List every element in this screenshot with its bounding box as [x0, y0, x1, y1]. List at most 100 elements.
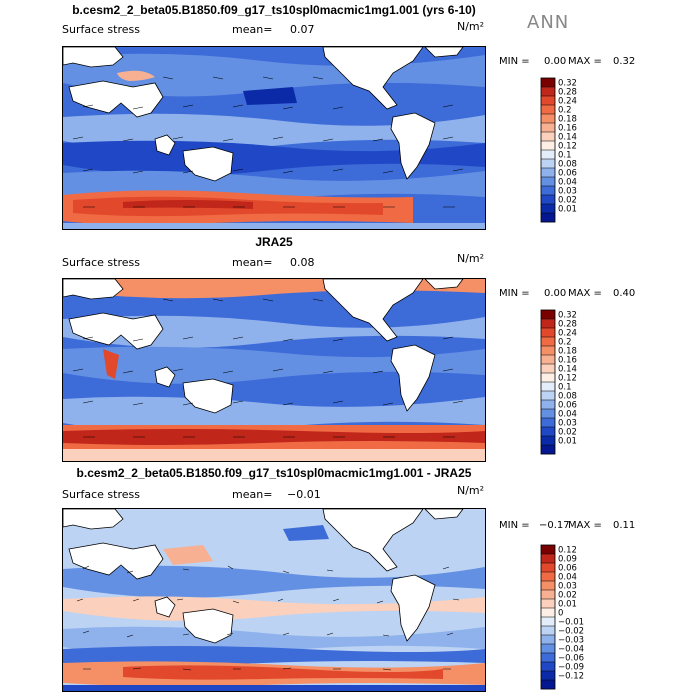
colorbar-level-label: 0.24	[558, 97, 577, 107]
colorbar-level-label: 0.06	[558, 564, 577, 574]
colorbar-swatch	[541, 391, 555, 401]
colorbar-swatch	[541, 662, 555, 672]
panel3-colorbar: 0.12 0.09 0.06 0.04 0.03 0.02 0.01 0 −0.01 −0.02−…	[540, 544, 584, 690]
colorbar-swatch	[541, 635, 555, 645]
colorbar-swatch	[541, 599, 555, 609]
colorbar-swatch	[541, 608, 555, 618]
colorbar-level-label: 0.12	[558, 374, 577, 384]
colorbar-swatch	[541, 105, 555, 115]
colorbar-level-label: 0.32	[558, 79, 577, 89]
colorbar-level-label: −0.06	[558, 654, 584, 664]
panel2-mean-label: mean=	[232, 256, 273, 269]
colorbar-swatch	[541, 563, 555, 573]
colorbar-level-label: 0.01	[558, 600, 577, 610]
panel2-field-label: Surface stress	[62, 256, 140, 269]
panel2-min-value: 0.00	[544, 288, 567, 299]
panel2-max-value: 0.40	[613, 288, 636, 299]
colorbar-swatch	[541, 177, 555, 187]
colorbar-level-label: 0.09	[558, 555, 577, 565]
colorbar-swatch	[541, 617, 555, 627]
colorbar-swatch	[541, 186, 555, 196]
colorbar-swatch	[541, 346, 555, 356]
panel1-units: N/m²	[457, 20, 485, 33]
colorbar-level-label: 0.04	[558, 573, 577, 583]
panel2-title: JRA25	[255, 235, 293, 249]
panel2-map-svg	[63, 279, 485, 461]
panel1-colorbar-svg: 0.320.280.240.20.180.160.140.120.10.080.…	[540, 77, 577, 223]
colorbar-swatch	[541, 626, 555, 636]
colorbar-level-label: 0.02	[558, 196, 577, 206]
colorbar-level-label: 0.04	[558, 410, 577, 420]
colorbar-swatch	[541, 159, 555, 169]
panel2-colorbar: 0.32 0.28 0.24 0.2 0.18 0.16 0.14 0.12 0.1 0.08 0.…	[540, 309, 577, 455]
panel3-units: N/m²	[457, 484, 485, 497]
colorbar-level-label: 0.32	[558, 311, 577, 321]
colorbar-swatch	[541, 195, 555, 205]
colorbar-swatch	[541, 680, 555, 690]
colorbar-swatch	[541, 545, 555, 555]
colorbar-level-label: 0.02	[558, 591, 577, 601]
colorbar-swatch	[541, 436, 555, 446]
colorbar-level-label: 0.28	[558, 320, 577, 330]
panel2-map	[62, 278, 486, 462]
panel1-stress-vectors	[72, 76, 464, 208]
colorbar-swatch	[541, 132, 555, 142]
colorbar-swatch	[541, 96, 555, 106]
panel1-max-label: MAX =	[568, 56, 602, 67]
colorbar-level-label: 0.28	[558, 88, 577, 98]
colorbar-level-label: 0.04	[558, 178, 577, 188]
colorbar-level-label: −0.12	[558, 672, 584, 682]
colorbar-level-label: 0.03	[558, 187, 577, 197]
colorbar-level-label: 0.12	[558, 546, 577, 556]
panel1-title: b.cesm2_2_beta05.B1850.f09_g17_ts10spl0m…	[72, 3, 476, 17]
colorbar-level-label: 0.1	[558, 383, 572, 393]
colorbar-swatch	[541, 400, 555, 410]
colorbar-swatch	[541, 572, 555, 582]
panel3-field-label: Surface stress	[62, 488, 140, 501]
colorbar-level-label: 0.1	[558, 151, 572, 161]
panel3-colorbar-svg: 0.120.090.060.040.030.020.010−0.01−0.02−…	[540, 544, 584, 690]
colorbar-swatch	[541, 581, 555, 591]
panel3-min-value: −0.17	[539, 520, 570, 531]
colorbar-level-label: 0.14	[558, 133, 577, 143]
panel1-min-label: MIN =	[499, 56, 530, 67]
panel2-stress-vectors	[72, 298, 464, 438]
colorbar-level-label: 0.14	[558, 365, 577, 375]
colorbar-swatch	[541, 141, 555, 151]
colorbar-level-label: 0.18	[558, 347, 577, 357]
panel2-units: N/m²	[457, 252, 485, 265]
colorbar-swatch	[541, 427, 555, 437]
panel1-field-label: Surface stress	[62, 23, 140, 36]
colorbar-swatch	[541, 653, 555, 663]
panel3-map-svg	[63, 509, 485, 691]
colorbar-swatch	[541, 364, 555, 374]
colorbar-swatch	[541, 445, 555, 455]
colorbar-swatch	[541, 87, 555, 97]
colorbar-swatch	[541, 644, 555, 654]
colorbar-level-label: 0	[558, 609, 563, 619]
colorbar-swatch	[541, 373, 555, 383]
colorbar-level-label: 0.08	[558, 392, 577, 402]
panel1-mean-value: 0.07	[290, 23, 315, 36]
colorbar-swatch	[541, 328, 555, 338]
colorbar-level-label: 0.2	[558, 106, 572, 116]
colorbar-level-label: 0.03	[558, 419, 577, 429]
colorbar-swatch	[541, 150, 555, 160]
colorbar-swatch	[541, 319, 555, 329]
colorbar-swatch	[541, 168, 555, 178]
season-label: ANN	[527, 12, 570, 33]
colorbar-level-label: −0.02	[558, 627, 584, 637]
colorbar-level-label: 0.06	[558, 169, 577, 179]
panel3-max-value: 0.11	[613, 520, 636, 531]
colorbar-swatch	[541, 337, 555, 347]
colorbar-level-label: 0.24	[558, 329, 577, 339]
colorbar-swatch	[541, 409, 555, 419]
colorbar-swatch	[541, 382, 555, 392]
panel3-mean-label: mean=	[232, 488, 273, 501]
panel2-min-label: MIN =	[499, 288, 530, 299]
colorbar-level-label: 0.18	[558, 115, 577, 125]
colorbar-swatch	[541, 355, 555, 365]
colorbar-level-label: 0.01	[558, 437, 577, 447]
colorbar-swatch	[541, 418, 555, 428]
colorbar-level-label: −0.04	[558, 645, 584, 655]
